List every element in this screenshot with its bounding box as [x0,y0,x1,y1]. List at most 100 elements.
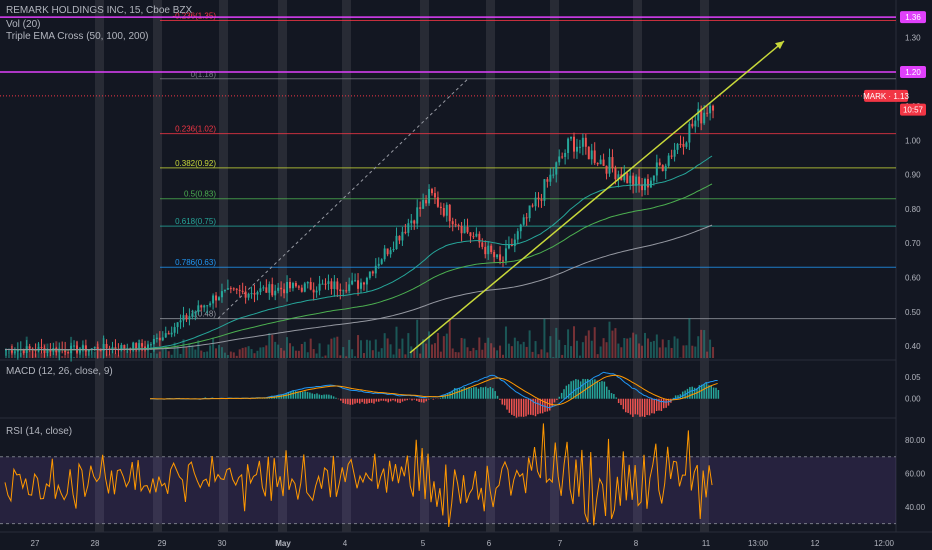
candle-body [688,123,691,143]
volume-bar [608,321,611,358]
volume-bar [200,350,203,358]
volume-bar [522,341,525,358]
time-tick-label: 6 [487,539,492,548]
rsi-line [4,423,713,528]
macd-histogram-bar [287,392,290,399]
macd-histogram-bar [511,398,513,415]
ema-indicator-label[interactable]: Triple EMA Cross (50, 100, 200) [6,31,149,42]
session-band [342,0,351,532]
macd-histogram-bar [475,387,477,399]
candle-body [614,167,617,180]
macd-histogram-bar [458,388,461,399]
candle-body [451,221,454,225]
rsi-pane-label[interactable]: RSI (14, close) [6,426,73,437]
volume-bar [238,349,241,358]
volume-bar [114,353,117,358]
time-tick-label: 27 [31,539,40,548]
macd-histogram-bar [587,378,589,399]
candle-body [478,233,481,243]
volume-bar [460,337,463,358]
volume-bar [155,353,158,358]
candle-body [581,137,584,147]
macd-histogram-bar [344,398,347,404]
volume-bar [297,350,300,358]
volume-bar [540,349,543,358]
volume-bar [558,339,561,358]
macd-histogram-bar [641,398,644,417]
macd-histogram-bar [389,398,392,402]
macd-histogram-bar [689,387,691,399]
volume-bar [454,352,457,358]
volume-bar [176,345,179,358]
volume-bar [519,344,522,358]
volume-bar [688,318,691,358]
volume-bar [182,339,185,358]
volume-bar [555,327,558,358]
volume-bar [525,346,528,358]
candle-body [277,287,280,291]
macd-histogram-bar [316,393,318,399]
symbol-title[interactable]: REMARK HOLDINGS INC, 15, Cboe BZX [6,5,193,16]
volume-bar [661,339,664,358]
volume-bar [531,351,534,358]
volume-bar [215,348,218,358]
volume-bar [593,327,596,358]
volume-bar [368,340,371,358]
price-badge [900,103,926,116]
volume-bar [448,320,451,358]
session-band [550,0,559,532]
volume-bar [330,338,333,358]
macd-histogram-bar [416,398,418,401]
macd-histogram-bar [620,398,622,406]
macd-histogram-bar [496,395,499,399]
volume-bar [516,341,519,358]
candle-body [223,289,226,292]
volume-indicator-label[interactable]: Vol (20) [6,19,41,30]
macd-histogram-bar [470,387,473,399]
macd-histogram-bar [648,398,651,416]
volume-bar [395,326,398,358]
candle-body [484,246,487,255]
trend-arrowhead [775,41,784,50]
macd-histogram-bar [494,391,496,399]
volume-bar [58,347,61,358]
volume-bar [173,342,176,358]
candle-body [22,349,25,353]
candle-body [401,231,404,241]
candle-body [552,174,555,176]
candle-body [679,143,682,145]
candle-body [439,206,442,209]
volume-bar [321,356,324,358]
macd-pane-label[interactable]: MACD (12, 26, close, 9) [6,366,113,377]
candle-body [398,235,401,241]
candle-body [280,287,283,290]
volume-bar [161,348,164,358]
volume-bar [206,351,209,358]
macd-histogram-bar [606,386,608,399]
macd-histogram-bar [639,398,641,417]
macd-histogram-bar [413,398,416,400]
volume-bar [575,340,578,358]
candle-body [655,162,658,176]
volume-bar [685,345,688,358]
candle-body [487,245,490,255]
candle-body [540,199,543,201]
candle-body [256,292,259,295]
volume-bar [43,343,46,358]
volume-bar [16,351,19,358]
macd-histogram-bar [584,379,587,399]
volume-bar [96,343,99,358]
volume-bar [135,346,138,358]
candle-body [300,287,303,292]
candle-body [283,289,286,294]
macd-histogram-bar [290,391,292,399]
macd-histogram-bar [359,398,361,404]
candle-body [534,197,537,207]
volume-bar [431,344,433,358]
macd-histogram-bar [522,398,525,417]
candle-body [244,291,247,298]
price-tick-label: 1.30 [905,34,921,43]
volume-bar [614,328,617,358]
macd-histogram-bar [615,397,617,399]
